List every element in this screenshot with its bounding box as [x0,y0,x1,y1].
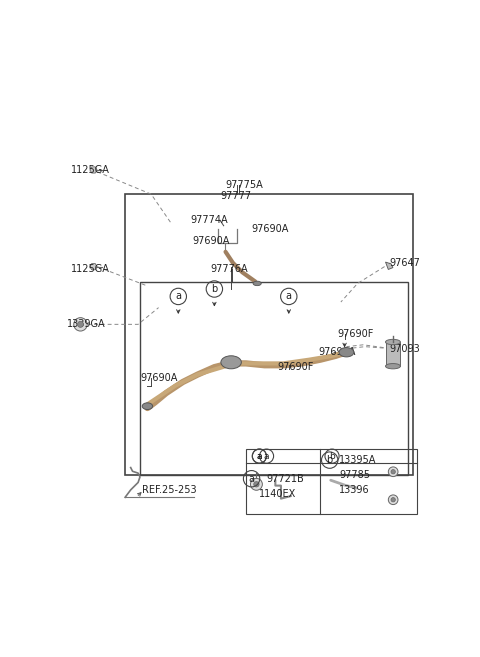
Text: a: a [264,451,269,461]
Text: b: b [211,284,217,294]
Bar [246,449,417,514]
Circle shape [388,467,398,476]
Text: 97690A: 97690A [319,348,356,357]
Text: 97647: 97647 [389,258,420,268]
Text: 97690A: 97690A [140,373,177,383]
Text: 97721B: 97721B [266,474,304,484]
Text: 1125GA: 1125GA [71,263,110,273]
Text: REF.25-253: REF.25-253 [142,485,196,495]
Circle shape [391,497,396,502]
Text: b: b [329,451,335,461]
Text: 97774A: 97774A [190,215,228,225]
Text: 1339GA: 1339GA [67,319,106,329]
Text: a: a [257,451,262,461]
Polygon shape [90,263,97,270]
Text: a: a [175,292,181,302]
Ellipse shape [142,403,153,409]
Text: 1140EX: 1140EX [259,489,296,499]
Text: 97093: 97093 [389,344,420,353]
Ellipse shape [385,340,400,345]
Polygon shape [90,167,97,173]
Circle shape [77,321,84,327]
Text: 97690F: 97690F [337,328,373,338]
Text: 97690F: 97690F [277,362,314,372]
Text: 1125GA: 1125GA [71,165,110,175]
Text: 97776A: 97776A [211,263,248,273]
Text: 97690A: 97690A [252,225,289,235]
Text: 97785: 97785 [339,470,370,480]
Text: 13395A: 13395A [339,455,376,465]
Circle shape [74,317,87,331]
Bar [125,194,413,475]
Bar [385,342,400,366]
Circle shape [388,495,398,505]
Bar [140,282,408,475]
Text: 97690A: 97690A [192,236,229,246]
Circle shape [254,482,259,487]
Text: a: a [249,474,254,484]
Text: 13396: 13396 [339,485,370,495]
Text: b: b [326,455,333,465]
Ellipse shape [339,348,354,357]
Circle shape [251,478,263,490]
Text: a: a [286,292,292,302]
Ellipse shape [221,356,241,369]
Text: 97777: 97777 [220,191,251,201]
Ellipse shape [385,363,400,369]
Text: 97775A: 97775A [226,180,264,190]
Circle shape [391,470,396,474]
Text: a: a [257,451,262,461]
Ellipse shape [253,281,261,286]
Polygon shape [385,262,393,269]
